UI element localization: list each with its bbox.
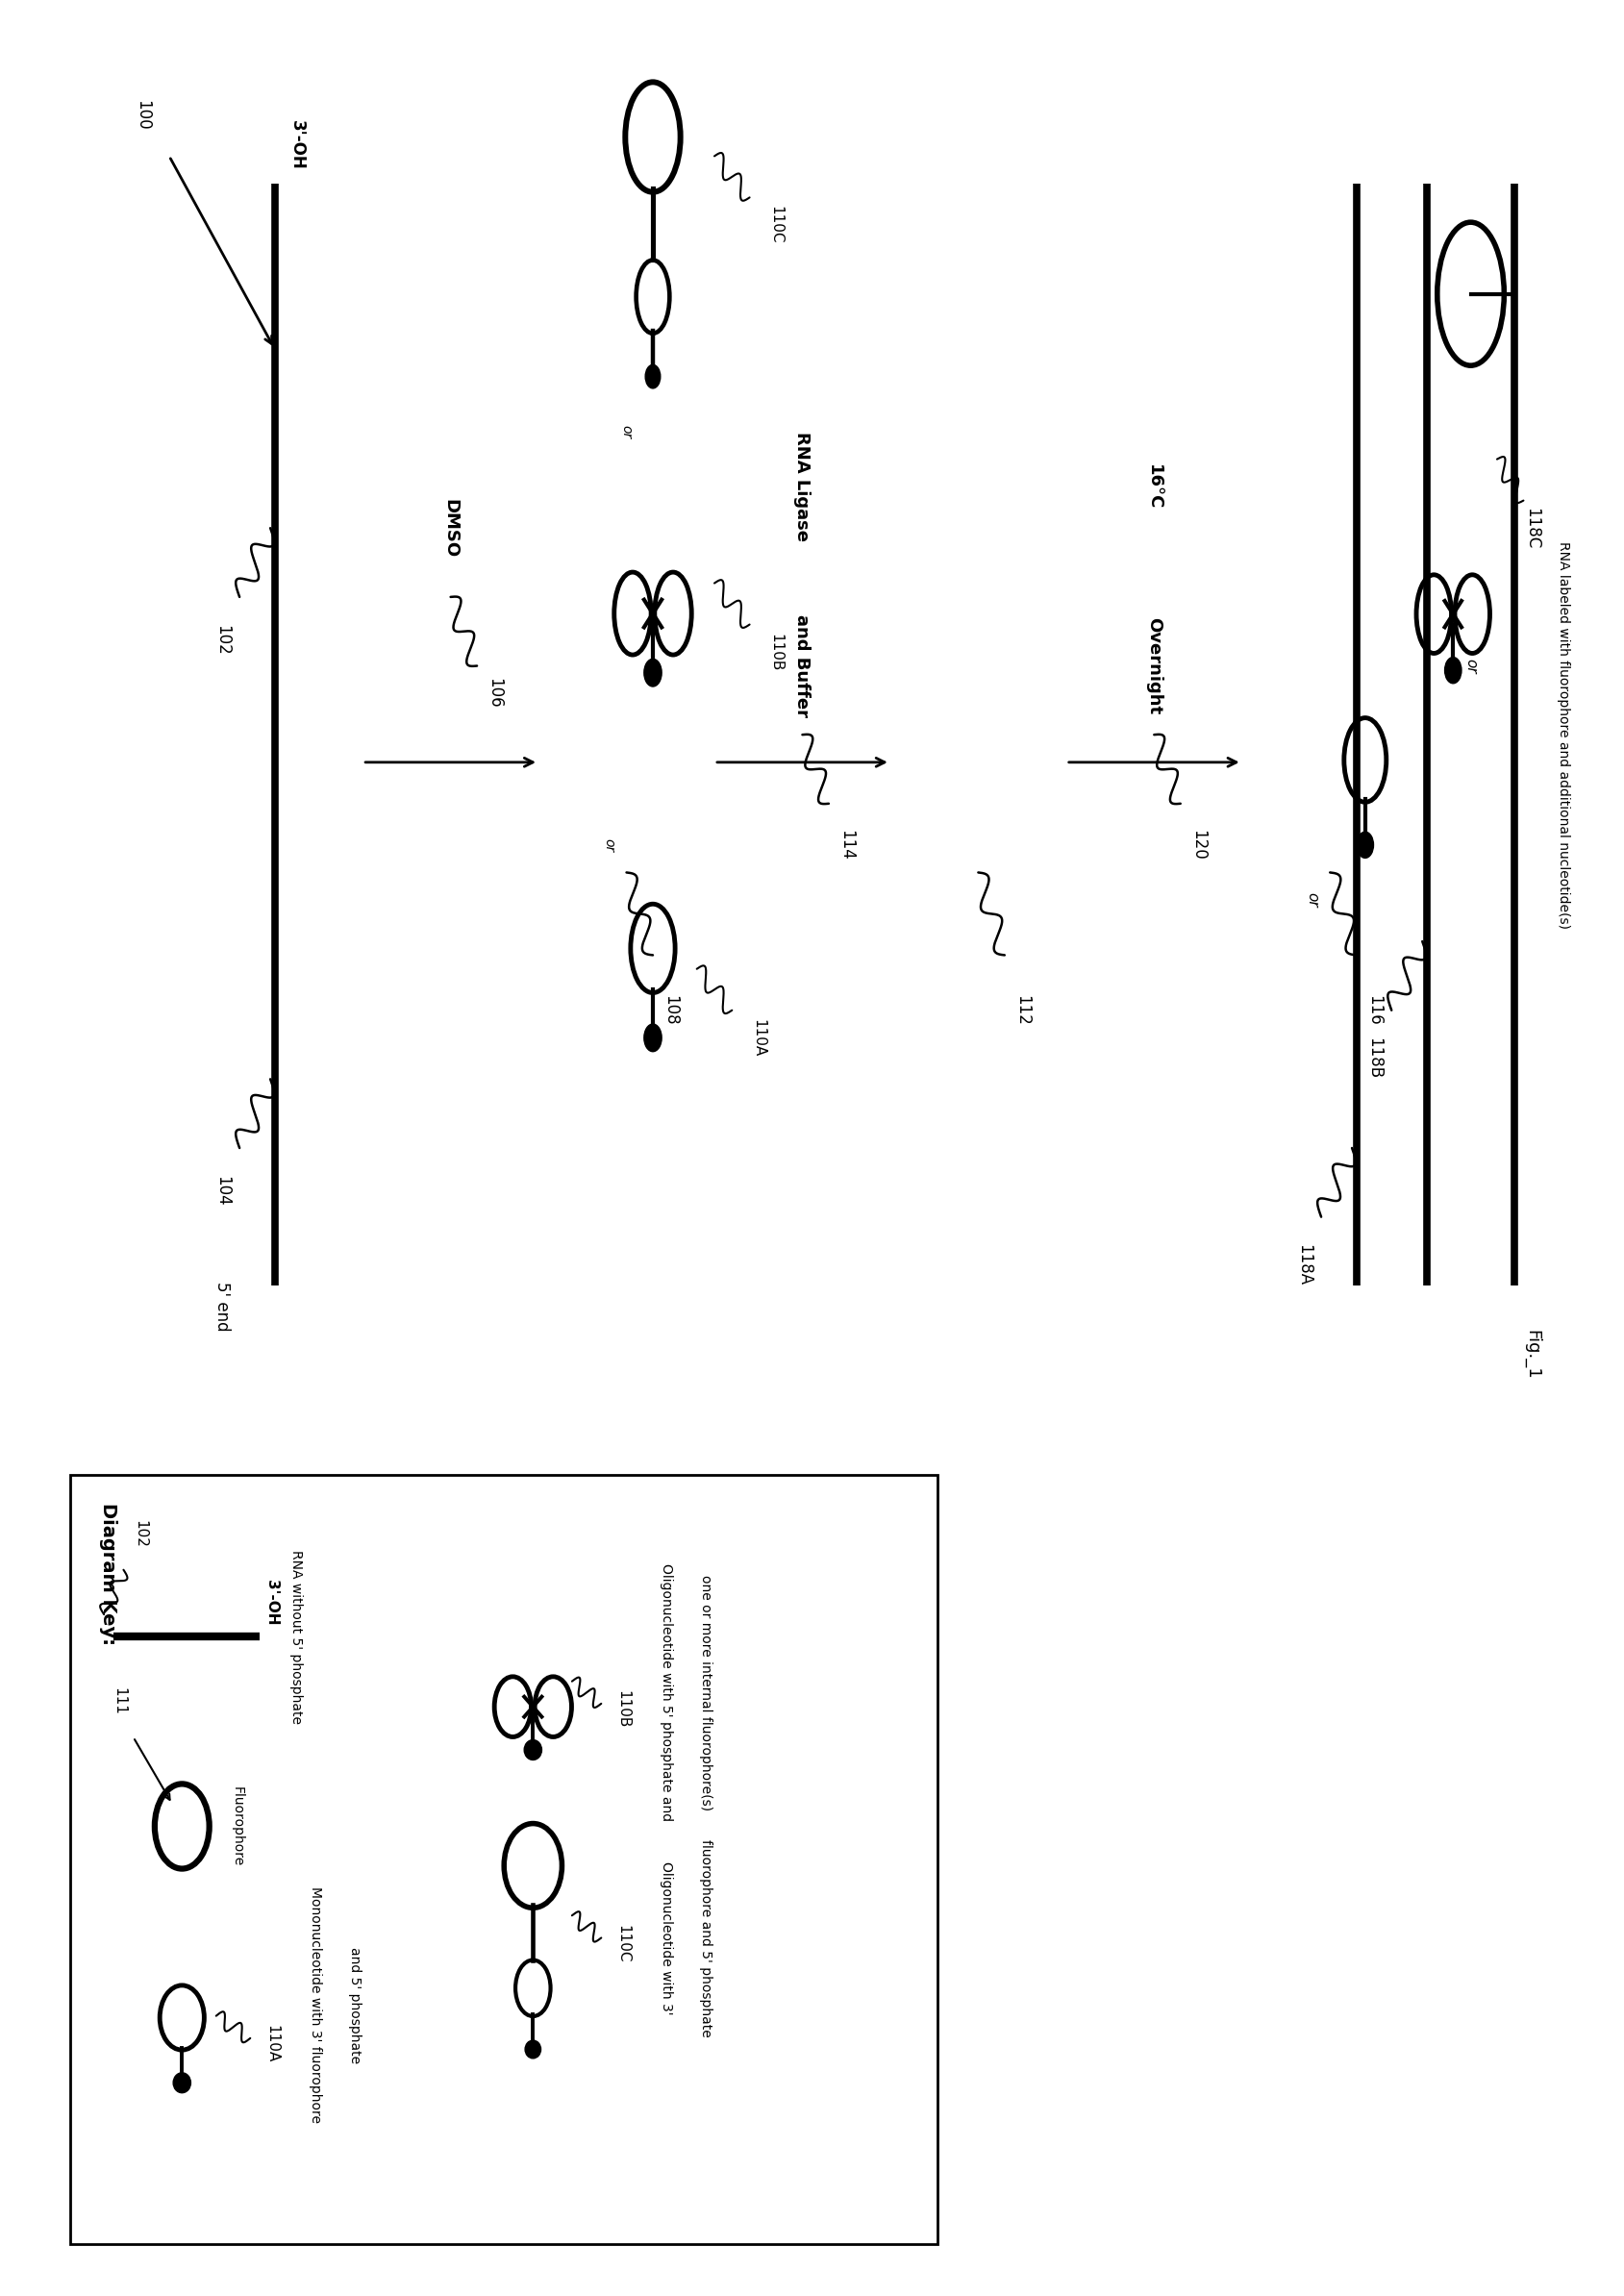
- Circle shape: [525, 2041, 541, 2060]
- Circle shape: [643, 659, 661, 687]
- Text: Mononucleotide with 3' fluorophore: Mononucleotide with 3' fluorophore: [309, 1887, 322, 2124]
- Text: 102: 102: [213, 625, 231, 654]
- Text: 106: 106: [486, 677, 503, 709]
- Text: 104: 104: [213, 1176, 231, 1205]
- Circle shape: [525, 1740, 541, 1761]
- Text: 110B: 110B: [615, 1690, 630, 1729]
- Text: Fluorophore: Fluorophore: [231, 1786, 244, 1867]
- Text: Oligonucleotide with 5' phosphate and: Oligonucleotide with 5' phosphate and: [659, 1564, 672, 1821]
- Text: 118C: 118C: [1523, 507, 1540, 549]
- Text: RNA Ligase: RNA Ligase: [793, 432, 810, 542]
- Text: 102: 102: [133, 1520, 148, 1548]
- Text: or: or: [1463, 659, 1476, 673]
- Text: Overnight: Overnight: [1145, 618, 1163, 714]
- Text: 118B: 118B: [1364, 1038, 1382, 1079]
- Text: 3'-OH: 3'-OH: [287, 119, 305, 170]
- Text: 120: 120: [1189, 829, 1207, 861]
- Circle shape: [645, 365, 659, 388]
- Text: Fig._1: Fig._1: [1523, 1329, 1540, 1380]
- Text: one or more internal fluorophore(s): one or more internal fluorophore(s): [698, 1575, 711, 1809]
- Text: 118A: 118A: [1294, 1244, 1312, 1286]
- Text: 16°C: 16°C: [1145, 464, 1163, 510]
- Circle shape: [643, 1024, 661, 1052]
- Text: or: or: [603, 838, 615, 852]
- Text: 110A: 110A: [265, 2025, 279, 2062]
- Text: RNA labeled with fluorophore and additional nucleotide(s): RNA labeled with fluorophore and additio…: [1556, 542, 1569, 928]
- Text: and Buffer: and Buffer: [793, 615, 810, 716]
- Text: 110B: 110B: [768, 634, 783, 670]
- Text: 110C: 110C: [768, 207, 783, 243]
- Text: and 5' phosphate: and 5' phosphate: [348, 1947, 361, 2064]
- Text: DMSO: DMSO: [442, 498, 460, 558]
- Text: Oligonucleotide with 3': Oligonucleotide with 3': [659, 1862, 672, 2014]
- Circle shape: [174, 2073, 190, 2094]
- Text: 114: 114: [836, 829, 854, 861]
- Text: 111: 111: [112, 1688, 125, 1715]
- Text: fluorophore and 5' phosphate: fluorophore and 5' phosphate: [698, 1839, 711, 2037]
- Text: 5' end: 5' end: [213, 1281, 231, 1332]
- Text: or: or: [1304, 893, 1319, 907]
- Text: 3'-OH: 3'-OH: [265, 1580, 279, 1626]
- Text: 108: 108: [661, 994, 679, 1026]
- Circle shape: [1444, 657, 1460, 684]
- Circle shape: [1356, 831, 1372, 859]
- Text: 100: 100: [135, 99, 151, 131]
- Text: Diagram Key:: Diagram Key:: [99, 1504, 117, 1646]
- Text: 110C: 110C: [615, 1924, 630, 1963]
- Text: 112: 112: [1013, 994, 1030, 1026]
- Text: or: or: [619, 425, 633, 439]
- Text: RNA without 5' phosphate: RNA without 5' phosphate: [289, 1550, 302, 1724]
- Text: 110A: 110A: [750, 1019, 765, 1056]
- Text: 116: 116: [1364, 994, 1382, 1026]
